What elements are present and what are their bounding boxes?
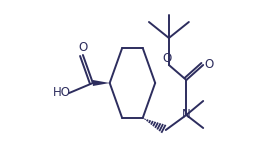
Text: N: N xyxy=(182,108,191,121)
Polygon shape xyxy=(93,80,110,86)
Text: HO: HO xyxy=(53,87,71,100)
Text: O: O xyxy=(163,52,172,65)
Text: O: O xyxy=(204,58,213,71)
Text: O: O xyxy=(78,41,88,54)
